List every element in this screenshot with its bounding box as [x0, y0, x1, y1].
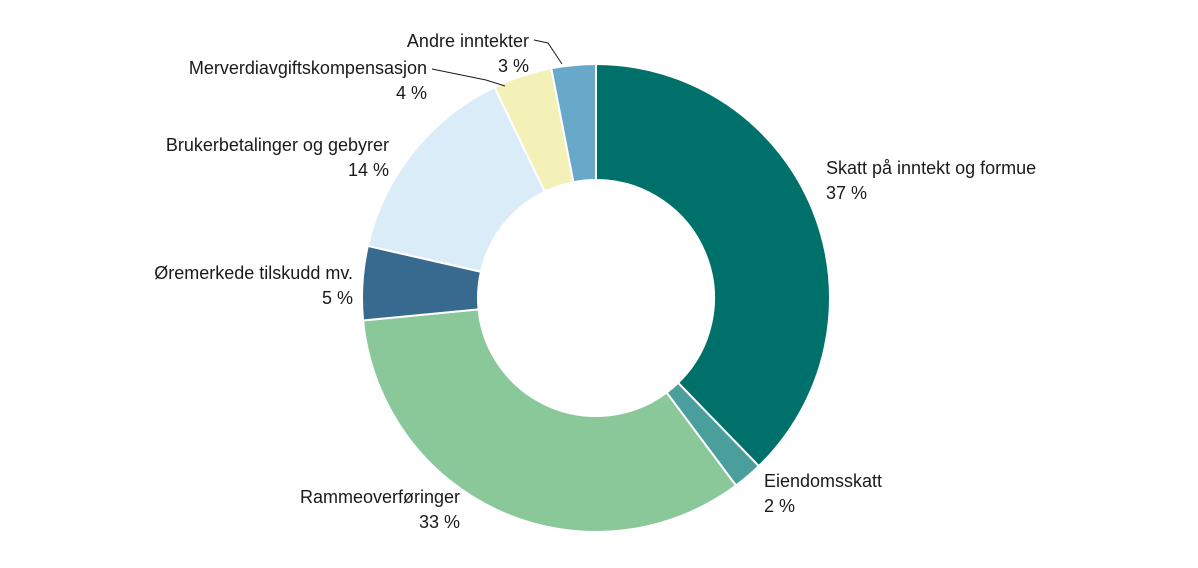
slices-group — [361, 62, 831, 533]
slice-label-skatt-pa-inntekt-og-formue: Skatt på inntekt og formue — [826, 158, 1036, 178]
slice-brukerbetalinger-og-gebyrer — [366, 85, 547, 273]
slice-label-rammeoverforinger: Rammeoverføringer — [300, 487, 460, 507]
leader-line-andre-inntekter — [533, 39, 563, 65]
slice-value-eiendomsskatt: 2 % — [764, 496, 795, 516]
leader-line-merverdiavgiftskompensasjon — [431, 68, 506, 87]
labels-group: Skatt på inntekt og formue 37 % Eiendomssk… — [154, 31, 1036, 532]
slice-value-merverdiavgiftskompensasjon: 4 % — [396, 83, 427, 103]
leader-lines-group — [431, 39, 563, 87]
slice-label-merverdiavgiftskompensasjon: Merverdiavgiftskompensasjon — [189, 58, 427, 78]
slice-value-brukerbetalinger-og-gebyrer: 14 % — [348, 160, 389, 180]
slice-value-skatt-pa-inntekt-og-formue: 37 % — [826, 183, 867, 203]
slice-label-eiendomsskatt: Eiendomsskatt — [764, 471, 882, 491]
slice-skatt-pa-inntekt-og-formue — [595, 62, 831, 468]
slice-label-oremerkede-tilskudd-mv: Øremerkede tilskudd mv. — [154, 263, 353, 283]
slice-rammeoverforinger — [361, 308, 738, 533]
slice-label-brukerbetalinger-og-gebyrer: Brukerbetalinger og gebyrer — [166, 135, 389, 155]
slice-value-oremerkede-tilskudd-mv: 5 % — [322, 288, 353, 308]
slice-andre-inntekter — [550, 62, 597, 184]
slice-label-andre-inntekter: Andre inntekter — [407, 31, 529, 51]
slice-value-andre-inntekter: 3 % — [498, 56, 529, 76]
slice-value-rammeoverforinger: 33 % — [419, 512, 460, 532]
